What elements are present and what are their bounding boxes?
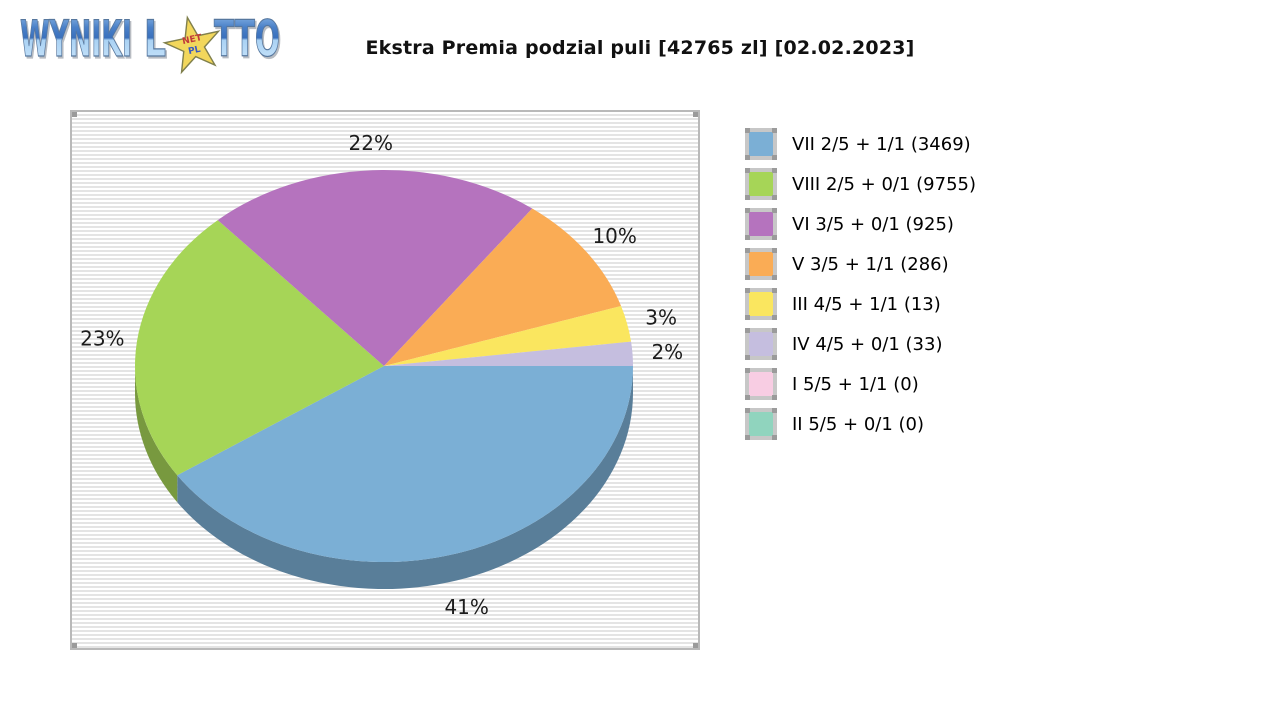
legend-label: VI 3/5 + 0/1 (925): [792, 213, 954, 235]
legend-label: VII 2/5 + 1/1 (3469): [792, 133, 971, 155]
pie-slice-IV: [384, 341, 633, 366]
pie-slice-V: [384, 208, 622, 366]
pie-slice-VIII: [135, 220, 384, 476]
legend-label: V 3/5 + 1/1 (286): [792, 253, 949, 275]
legend-label: I 5/5 + 1/1 (0): [792, 373, 919, 395]
pie-percent-label-III: 3%: [645, 306, 677, 330]
legend-item: VII 2/5 + 1/1 (3469): [745, 124, 976, 164]
logo-word-wyniki: WYNIKI: [20, 10, 132, 68]
logo-star-text-net: NET: [181, 33, 203, 47]
legend-color-swatch: [745, 208, 777, 240]
legend-item: III 4/5 + 1/1 (13): [745, 284, 976, 324]
legend-label: III 4/5 + 1/1 (13): [792, 293, 941, 315]
pie-slice-III: [384, 306, 632, 366]
logo-star-text-pl: PL: [187, 45, 201, 57]
star-icon: ★: [153, 6, 234, 76]
legend: VII 2/5 + 1/1 (3469) VIII 2/5 + 0/1 (975…: [745, 124, 976, 444]
logo-word-tto: TTO: [214, 10, 280, 68]
legend-item: VI 3/5 + 0/1 (925): [745, 204, 976, 244]
pie-slice-side-VIII: [135, 366, 178, 503]
legend-color-swatch: [745, 408, 777, 440]
pie-slice-VI: [217, 170, 533, 366]
pie-percent-label-IV: 2%: [651, 340, 683, 364]
legend-color-swatch: [745, 128, 777, 160]
legend-item: VIII 2/5 + 0/1 (9755): [745, 164, 976, 204]
logo-letter-l: L: [144, 10, 166, 68]
page-title: Ekstra Premia podzial puli [42765 zl] [0…: [365, 37, 915, 59]
legend-color-swatch: [745, 168, 777, 200]
legend-label: VIII 2/5 + 0/1 (9755): [792, 173, 976, 195]
wyniki-lotto-logo: WYNIKI L TTO ★ NET PL: [19, 6, 280, 76]
legend-item: I 5/5 + 1/1 (0): [745, 364, 976, 404]
pie-percent-label-VIII: 23%: [80, 326, 124, 350]
pie-chart: 41% 23% 22% 10% 3% 2%: [80, 131, 683, 619]
legend-item: V 3/5 + 1/1 (286): [745, 244, 976, 284]
pie-percent-label-VII: 41%: [444, 595, 488, 619]
legend-label: IV 4/5 + 0/1 (33): [792, 333, 943, 355]
legend-color-swatch: [745, 328, 777, 360]
legend-color-swatch: [745, 368, 777, 400]
pie-slice-side-VII: [177, 366, 633, 589]
legend-color-swatch: [745, 288, 777, 320]
legend-color-swatch: [745, 248, 777, 280]
pie-percent-label-V: 10%: [592, 224, 636, 248]
legend-label: II 5/5 + 0/1 (0): [792, 413, 925, 435]
legend-item: IV 4/5 + 0/1 (33): [745, 324, 976, 364]
pie-percent-label-VI: 22%: [349, 131, 393, 155]
chart-panel: 41% 23% 22% 10% 3% 2%: [70, 110, 700, 650]
legend-item: II 5/5 + 0/1 (0): [745, 404, 976, 444]
pie-slice-VII: [177, 366, 633, 562]
